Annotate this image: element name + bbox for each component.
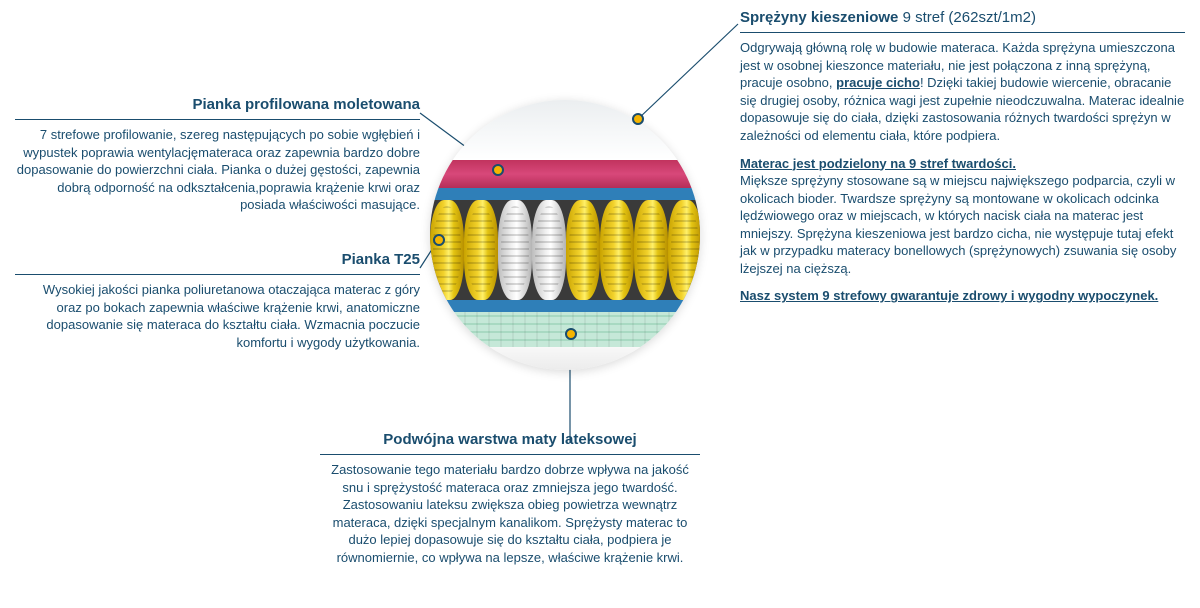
mattress-layers [430, 100, 700, 370]
title-bold: Sprężyny kieszeniowe [740, 9, 898, 26]
mattress-cutaway-circle [430, 100, 700, 370]
spring-icon [430, 200, 464, 300]
layer-bottom [430, 347, 700, 370]
layer-latex [430, 312, 700, 347]
layer-separator-2 [430, 300, 700, 312]
title-rest: 9 stref (262szt/1m2) [898, 9, 1036, 26]
text: Miększe sprężyny stosowane są w miejscu … [740, 173, 1176, 276]
spring-icon [464, 200, 498, 300]
spring-icon [498, 200, 532, 300]
callout-title: Pianka T25 [15, 250, 420, 275]
layer-pink-foam [430, 160, 700, 188]
text-underline: Nasz system 9 strefowy gwarantuje zdrowy… [740, 288, 1158, 303]
callout-body: Wysokiej jakości pianka poliuretanowa ot… [15, 281, 420, 351]
callout-pink-foam: Pianka profilowana moletowana 7 strefowe… [15, 95, 420, 224]
infographic-container: Pianka profilowana moletowana 7 strefowe… [0, 0, 1200, 608]
text-underline: Materac jest podzielony na 9 stref tward… [740, 156, 1016, 171]
callout-title: Pianka profilowana moletowana [15, 95, 420, 120]
callout-title: Sprężyny kieszeniowe 9 stref (262szt/1m2… [740, 8, 1185, 33]
spring-icon [668, 200, 700, 300]
callout-dot-latex [565, 328, 577, 340]
callout-p3: Nasz system 9 strefowy gwarantuje zdrowy… [740, 287, 1185, 305]
callout-dot-springs [632, 113, 644, 125]
callout-springs: Sprężyny kieszeniowe 9 stref (262szt/1m2… [740, 8, 1185, 315]
callout-p1: Odgrywają główną rolę w budowie materaca… [740, 39, 1185, 144]
callout-dot-pink-foam [492, 164, 504, 176]
callout-body: Zastosowanie tego materiału bardzo dobrz… [320, 461, 700, 566]
callout-dot-t25 [433, 234, 445, 246]
spring-icon [566, 200, 600, 300]
callout-latex: Podwójna warstwa maty lateksowej Zastoso… [320, 430, 700, 577]
layer-pocket-springs [430, 200, 700, 300]
layer-top-quilt [430, 100, 700, 160]
text-underline: pracuje cicho [836, 75, 920, 90]
spring-icon [634, 200, 668, 300]
spring-icon [532, 200, 566, 300]
layer-separator-1 [430, 188, 700, 200]
callout-body: 7 strefowe profilowanie, szereg następuj… [15, 126, 420, 214]
callout-p2: Materac jest podzielony na 9 stref tward… [740, 155, 1185, 278]
callout-title: Podwójna warstwa maty lateksowej [320, 430, 700, 455]
spring-icon [600, 200, 634, 300]
callout-t25: Pianka T25 Wysokiej jakości pianka poliu… [15, 250, 420, 361]
